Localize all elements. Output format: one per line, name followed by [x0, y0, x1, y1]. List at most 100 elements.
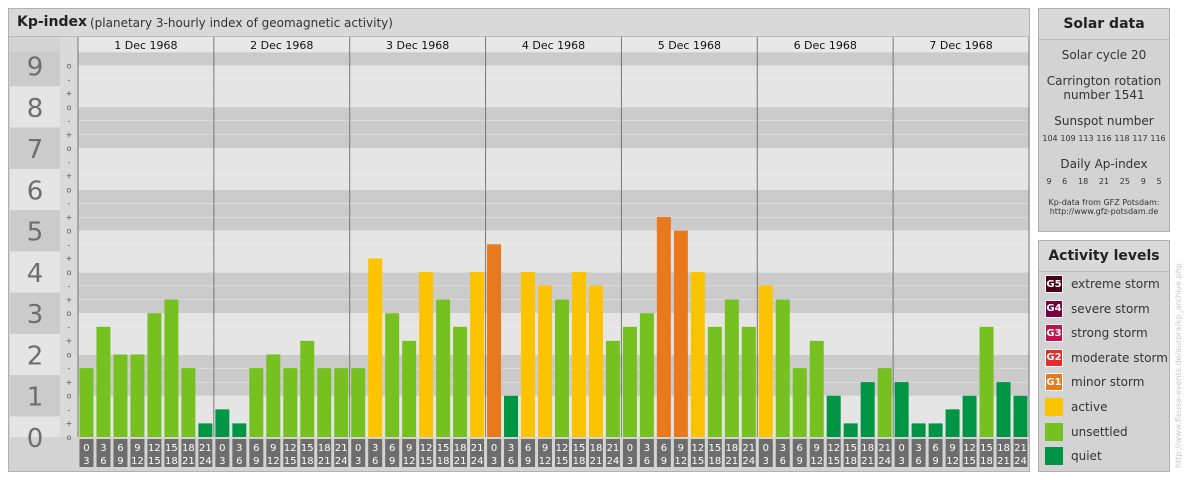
grid-band	[78, 326, 1029, 341]
kp-bar	[724, 299, 739, 437]
x-interval-box	[504, 439, 519, 467]
legend-label: severe storm	[1071, 301, 1150, 316]
x-tick-end: 15	[556, 456, 569, 467]
y-tick-label: 7	[27, 135, 44, 165]
legend-item: G3 strong storm	[1045, 324, 1148, 343]
kp-bar	[113, 354, 128, 437]
kp-bar	[758, 285, 773, 437]
legend-label: unsettled	[1071, 424, 1128, 439]
grid-band	[78, 65, 1029, 80]
x-interval-box	[521, 439, 536, 467]
grid-band	[78, 313, 1029, 327]
day-label: 4 Dec 1968	[522, 39, 585, 52]
credit-url[interactable]: http://www.gfz-potsdam.de	[1049, 207, 1159, 216]
ap-value: 5	[1156, 177, 1162, 186]
x-interval-box	[826, 439, 841, 467]
y-minor-label: +	[66, 254, 73, 263]
y-minor-label: +	[66, 172, 73, 181]
x-interval-box	[588, 439, 603, 467]
x-tick-end: 21	[182, 456, 195, 467]
x-tick-end: 18	[165, 456, 178, 467]
y-minor-label: -	[68, 158, 71, 167]
y-axis-band	[10, 251, 60, 293]
grid-band	[78, 216, 1029, 231]
kp-bar	[538, 285, 552, 437]
x-interval-box	[945, 439, 960, 467]
x-interval-box	[707, 439, 722, 467]
legend-swatch: G4	[1045, 299, 1063, 318]
y-tick-label: 3	[27, 300, 44, 330]
x-tick-end: 9	[797, 456, 803, 467]
y-tick-label: 0	[27, 424, 44, 454]
legend-item: active	[1045, 398, 1107, 416]
kp-bar	[402, 340, 417, 437]
x-tick-end: 12	[810, 456, 823, 467]
sunspot-value: 116	[1096, 134, 1112, 143]
kp-bar	[962, 395, 977, 437]
x-interval-box	[79, 439, 94, 467]
kp-bar	[656, 217, 671, 437]
x-tick-start: 0	[898, 443, 904, 454]
kp-bar	[860, 382, 875, 437]
x-interval-box	[690, 439, 705, 467]
grid-band	[78, 285, 1029, 300]
x-tick-start: 18	[997, 443, 1010, 454]
y-tick-label: 4	[27, 259, 44, 289]
kp-bar	[317, 368, 332, 437]
y-axis-band	[10, 210, 60, 252]
x-tick-start: 15	[844, 443, 857, 454]
x-tick-start: 3	[372, 443, 378, 454]
x-tick-start: 18	[590, 443, 603, 454]
sunspot-value: 109	[1060, 134, 1076, 143]
kp-bar	[283, 368, 298, 437]
x-tick-start: 9	[814, 443, 820, 454]
kp-bar	[826, 395, 841, 437]
day-label: 3 Dec 1968	[386, 39, 449, 52]
x-tick-end: 21	[318, 456, 331, 467]
x-tick-start: 12	[284, 443, 297, 454]
grid-band	[78, 203, 1029, 217]
x-tick-start: 9	[134, 443, 140, 454]
legend-item: G1 minor storm	[1045, 373, 1144, 392]
y-minor-label: -	[68, 364, 71, 373]
x-tick-end: 3	[491, 456, 497, 467]
x-interval-box	[402, 439, 417, 467]
x-tick-start: 18	[861, 443, 874, 454]
grid-band	[78, 161, 1029, 176]
x-tick-start: 3	[915, 443, 921, 454]
y-axis-band	[10, 375, 60, 417]
x-tick-end: 12	[674, 456, 687, 467]
sunspot-value: 117	[1132, 134, 1148, 143]
x-tick-start: 9	[678, 443, 684, 454]
x-interval-box	[656, 439, 671, 467]
kp-bar	[843, 423, 858, 437]
x-tick-start: 21	[878, 443, 891, 454]
kp-bar	[487, 244, 502, 437]
x-tick-end: 3	[763, 456, 769, 467]
y-axis-band	[10, 127, 60, 169]
activity-levels-title: Activity levels	[1039, 241, 1169, 272]
x-interval-box	[334, 439, 349, 467]
legend-item: G2 moderate storm	[1045, 348, 1168, 367]
kp-bar	[996, 382, 1011, 437]
x-tick-end: 3	[627, 456, 633, 467]
x-interval-box	[198, 439, 213, 467]
x-tick-start: 12	[827, 443, 840, 454]
x-tick-end: 21	[454, 456, 467, 467]
day-label: 7 Dec 1968	[929, 39, 992, 52]
ap-value: 6	[1062, 177, 1068, 186]
x-tick-start: 18	[318, 443, 331, 454]
x-tick-start: 6	[932, 443, 938, 454]
x-tick-end: 24	[607, 456, 620, 467]
x-tick-end: 9	[253, 456, 259, 467]
kp-bar	[385, 313, 400, 437]
day-label-row	[78, 37, 1029, 52]
x-tick-end: 15	[420, 456, 433, 467]
x-tick-end: 6	[236, 456, 242, 467]
y-minor-label: o	[67, 62, 72, 71]
legend-swatch: G2	[1045, 348, 1063, 367]
x-tick-start: 9	[542, 443, 548, 454]
kp-bar	[504, 395, 519, 437]
x-interval-box	[113, 439, 128, 467]
chart-title: Kp-index	[17, 14, 87, 30]
